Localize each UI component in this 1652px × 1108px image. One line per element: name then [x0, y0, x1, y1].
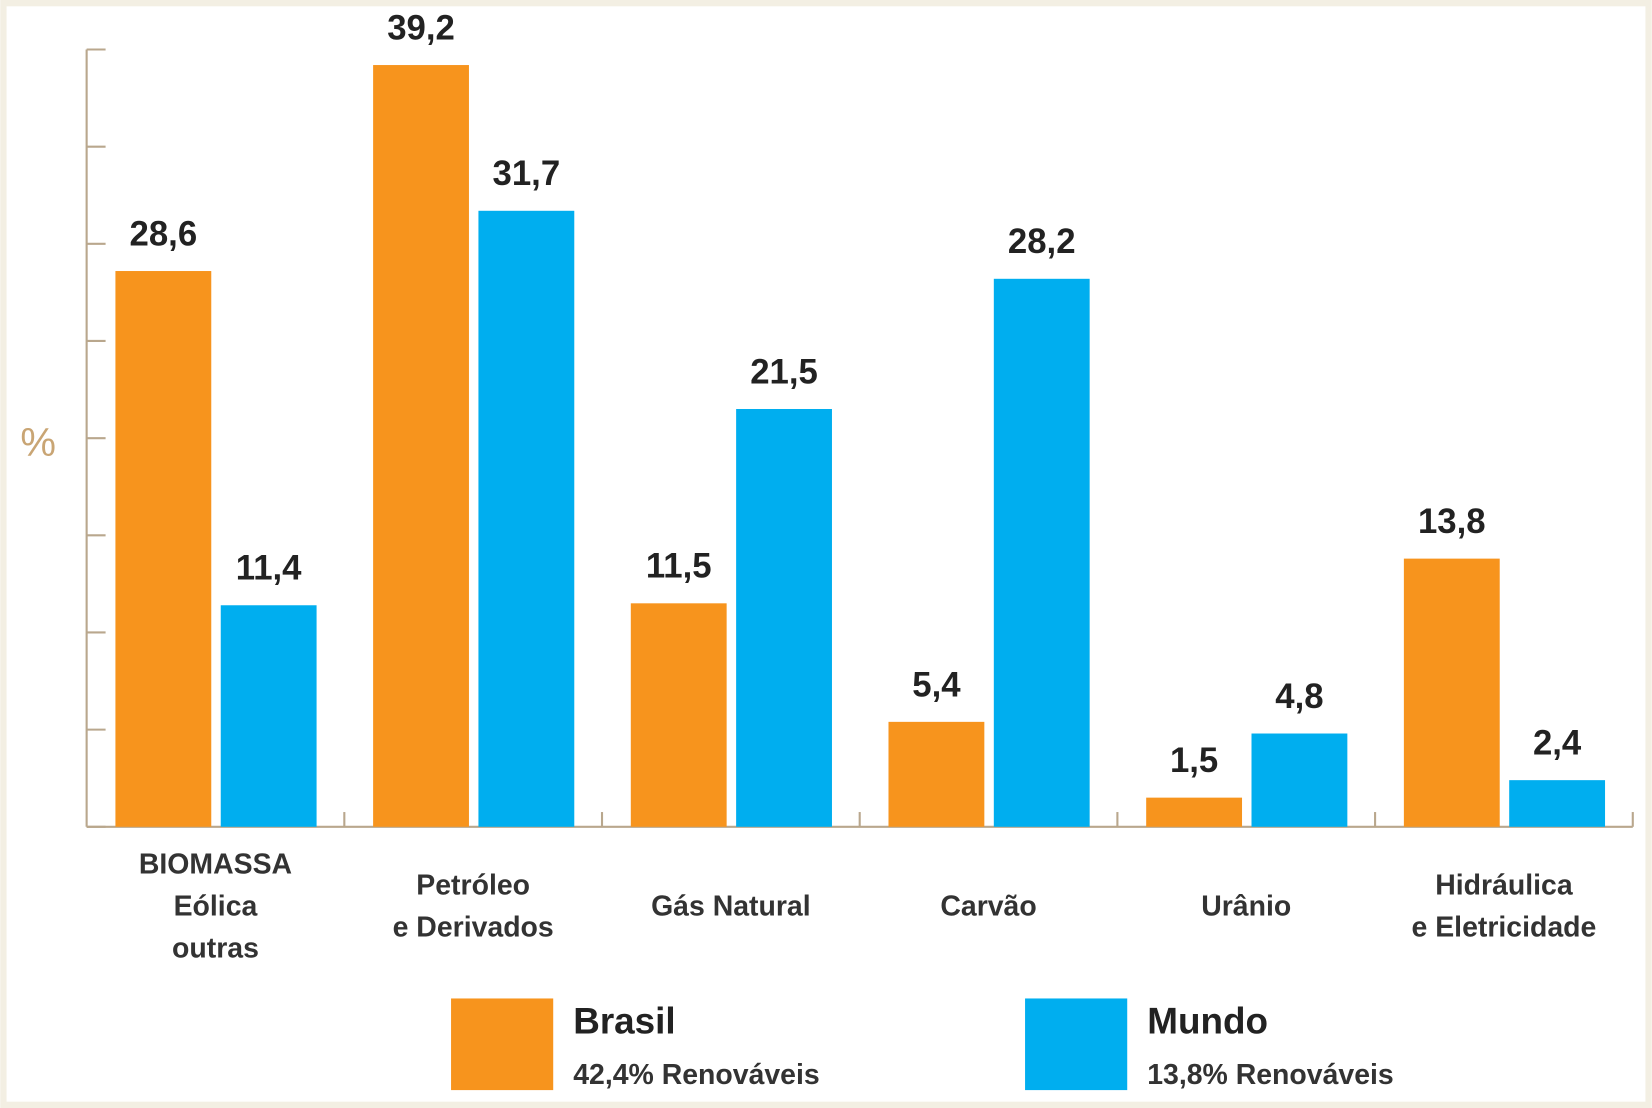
legend-label: Brasil: [573, 1000, 675, 1041]
bar: [888, 721, 985, 827]
y-axis-label: %: [20, 421, 56, 465]
value-label: 39,2: [387, 9, 455, 47]
bar: [1509, 780, 1606, 827]
bar: [1403, 558, 1500, 827]
x-tick-label: Urânio: [1201, 890, 1291, 922]
x-tick-label: Gás Natural: [651, 890, 811, 922]
x-tick-label: BIOMASSA: [139, 848, 292, 880]
bar: [993, 278, 1090, 827]
bar: [1146, 797, 1243, 827]
x-tick-label: e Derivados: [393, 911, 554, 943]
bar: [115, 271, 212, 827]
value-label: 11,5: [646, 548, 712, 586]
x-tick-label: Carvão: [940, 890, 1036, 922]
value-label: 5,4: [912, 666, 961, 704]
x-tick-label: Eólica: [174, 890, 258, 922]
value-label: 1,5: [1170, 742, 1218, 780]
legend-swatch: [451, 998, 554, 1091]
value-label: 2,4: [1533, 725, 1582, 763]
value-label: 28,6: [130, 215, 198, 253]
value-label: 13,8: [1418, 503, 1486, 541]
legend-swatch: [1025, 998, 1128, 1091]
bar: [630, 603, 727, 827]
legend-note: 13,8% Renováveis: [1147, 1059, 1393, 1091]
bar: [220, 605, 317, 827]
value-label: 31,7: [493, 155, 561, 193]
x-tick-label: Petróleo: [416, 869, 530, 901]
value-label: 4,8: [1275, 678, 1323, 716]
bar: [373, 65, 469, 827]
bar: [1251, 733, 1348, 827]
value-label: 11,4: [236, 550, 302, 588]
legend-note: 42,4% Renováveis: [573, 1059, 819, 1091]
bar: [736, 408, 832, 827]
value-label: 21,5: [750, 353, 818, 391]
value-label: 28,2: [1008, 223, 1076, 261]
x-tick-label: Hidráulica: [1435, 869, 1573, 901]
x-tick-label: outras: [172, 933, 259, 965]
legend-label: Mundo: [1147, 1000, 1268, 1041]
x-tick-label: e Eletricidade: [1412, 911, 1597, 943]
bar: [478, 210, 575, 827]
